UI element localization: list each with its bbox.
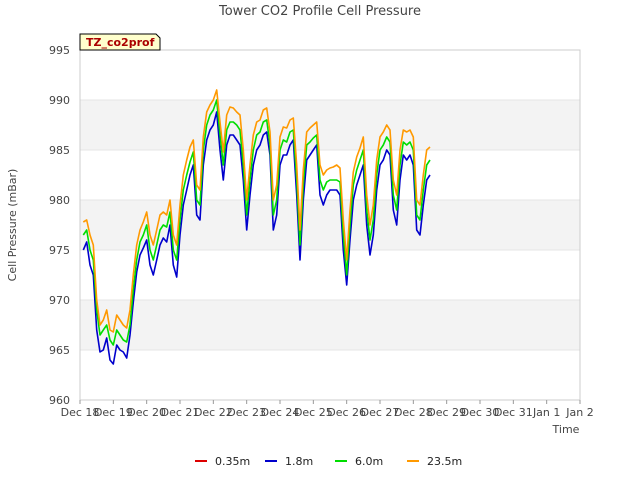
x-tick-label: Dec 27 [361, 406, 400, 419]
x-tick-label: Dec 26 [327, 406, 366, 419]
legend-label: 0.35m [215, 455, 250, 468]
legend-label: 6.0m [355, 455, 383, 468]
legend: 0.35m 1.8m 6.0m 23.5m [195, 455, 462, 468]
x-tick-label: Dec 22 [194, 406, 233, 419]
x-tick-label: Dec 23 [227, 406, 266, 419]
series-line-1_8m [82, 111, 431, 365]
x-tick-label: Dec 25 [294, 406, 333, 419]
chart-title: Tower CO2 Profile Cell Pressure [218, 4, 421, 19]
y-tick-label: 975 [49, 244, 70, 257]
series-line-6_0m [82, 99, 431, 346]
y-tick-label: 990 [49, 94, 70, 107]
site-tag-label: TZ_co2prof [86, 36, 155, 49]
grid-band [80, 200, 580, 250]
legend-label: 1.8m [285, 455, 313, 468]
x-tick-label: Dec 30 [461, 406, 500, 419]
x-tick-label: Dec 21 [161, 406, 200, 419]
x-tick-label: Jan 2 [565, 406, 593, 419]
grid-band [80, 100, 580, 150]
legend-label: 23.5m [427, 455, 462, 468]
plot-frame [79, 49, 581, 401]
x-tick-label: Dec 28 [394, 406, 433, 419]
grid-band [80, 300, 580, 350]
series-line-23_5m [82, 89, 431, 333]
x-axis-label: Time [552, 423, 580, 436]
x-tick-label: Dec 29 [427, 406, 466, 419]
x-tick-label: Dec 18 [61, 406, 100, 419]
y-tick-label: 970 [49, 294, 70, 307]
y-tick-label: 960 [49, 394, 70, 407]
y-tick-label: 980 [49, 194, 70, 207]
site-tag: TZ_co2prof [79, 33, 161, 51]
y-tick-label: 985 [49, 144, 70, 157]
y-axis-label: Cell Pressure (mBar) [6, 169, 19, 282]
x-tick-label: Jan 1 [532, 406, 560, 419]
x-tick-label: Dec 20 [127, 406, 166, 419]
x-tick-label: Dec 19 [94, 406, 133, 419]
y-tick-label: 965 [49, 344, 70, 357]
x-tick-label: Dec 24 [261, 406, 300, 419]
y-tick-label: 995 [49, 44, 70, 57]
x-tick-label: Dec 31 [494, 406, 533, 419]
